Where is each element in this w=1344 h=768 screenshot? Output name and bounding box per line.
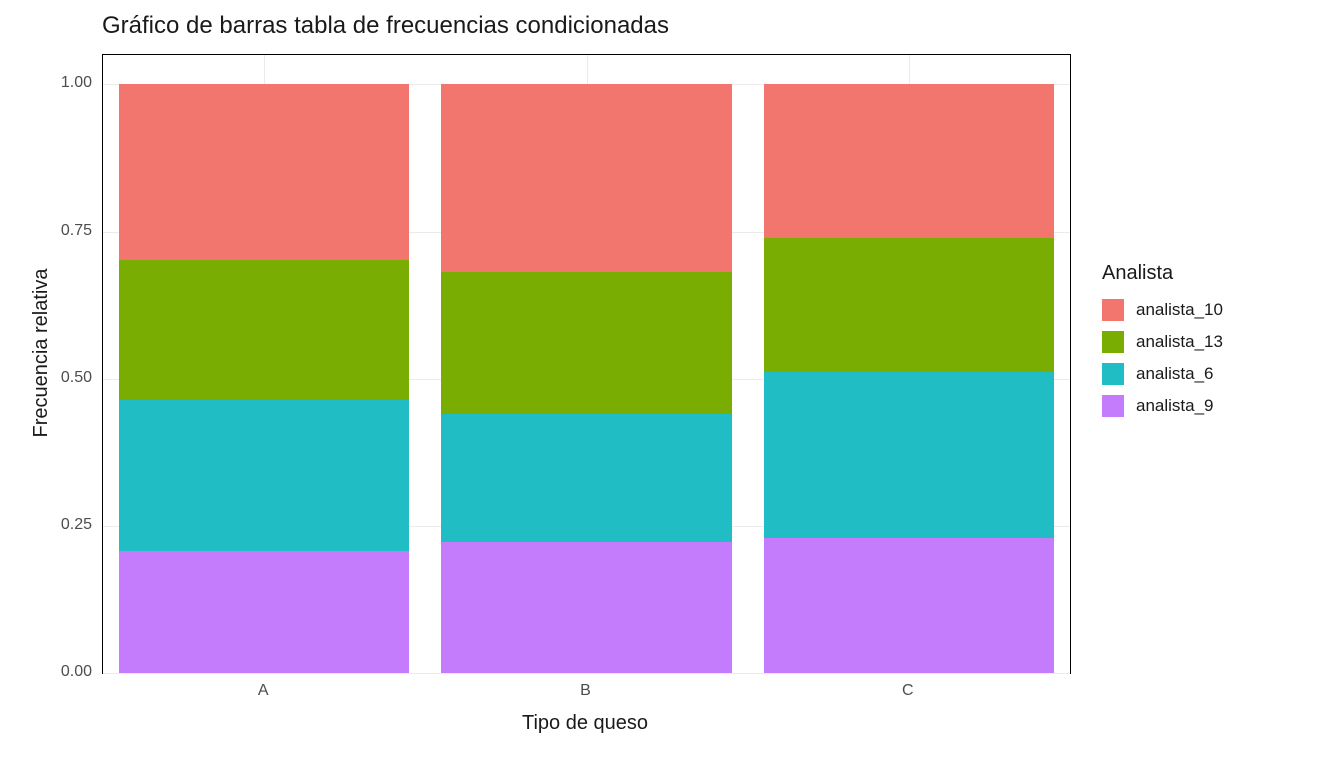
- legend-label: analista_6: [1136, 364, 1214, 384]
- chart-title: Gráfico de barras tabla de frecuencias c…: [102, 12, 669, 40]
- bar-segment-analista_9: [441, 542, 731, 673]
- y-axis-label: Frecuencia relativa: [30, 253, 53, 453]
- x-tick-label: B: [580, 682, 591, 700]
- legend-item-analista_13: analista_13: [1102, 331, 1223, 353]
- legend-title: Analista: [1102, 262, 1223, 285]
- bar-B: [441, 55, 731, 673]
- y-tick-label: 0.00: [32, 663, 92, 681]
- legend-label: analista_13: [1136, 332, 1223, 352]
- bar-segment-analista_13: [441, 272, 731, 414]
- legend-item-analista_10: analista_10: [1102, 299, 1223, 321]
- bar-segment-analista_9: [764, 538, 1054, 673]
- plot-panel: [102, 54, 1071, 674]
- bar-segment-analista_10: [119, 84, 409, 259]
- bar-segment-analista_13: [119, 260, 409, 400]
- y-tick-label: 0.25: [32, 516, 92, 534]
- y-tick-label: 1.00: [32, 74, 92, 92]
- legend-label: analista_10: [1136, 300, 1223, 320]
- legend: Analista analista_10 analista_13 analista_…: [1102, 262, 1223, 427]
- bar-segment-analista_6: [764, 372, 1054, 539]
- legend-item-analista_9: analista_9: [1102, 395, 1223, 417]
- legend-swatch-analista_9: [1102, 395, 1124, 417]
- chart-container: Gráfico de barras tabla de frecuencias c…: [0, 0, 1344, 768]
- bar-segment-analista_10: [764, 84, 1054, 238]
- gridline-horizontal: [103, 673, 1070, 674]
- legend-swatch-analista_13: [1102, 331, 1124, 353]
- x-axis-label: Tipo de queso: [485, 712, 685, 735]
- y-tick-label: 0.50: [32, 369, 92, 387]
- bar-C: [764, 55, 1054, 673]
- bar-segment-analista_6: [119, 400, 409, 551]
- bar-segment-analista_10: [441, 84, 731, 271]
- bar-segment-analista_6: [441, 414, 731, 542]
- legend-swatch-analista_6: [1102, 363, 1124, 385]
- x-tick-label: C: [902, 682, 914, 700]
- bar-segment-analista_13: [764, 238, 1054, 372]
- legend-label: analista_9: [1136, 396, 1214, 416]
- legend-item-analista_6: analista_6: [1102, 363, 1223, 385]
- bar-segment-analista_9: [119, 551, 409, 673]
- legend-swatch-analista_10: [1102, 299, 1124, 321]
- bar-A: [119, 55, 409, 673]
- x-tick-label: A: [258, 682, 269, 700]
- y-tick-label: 0.75: [32, 222, 92, 240]
